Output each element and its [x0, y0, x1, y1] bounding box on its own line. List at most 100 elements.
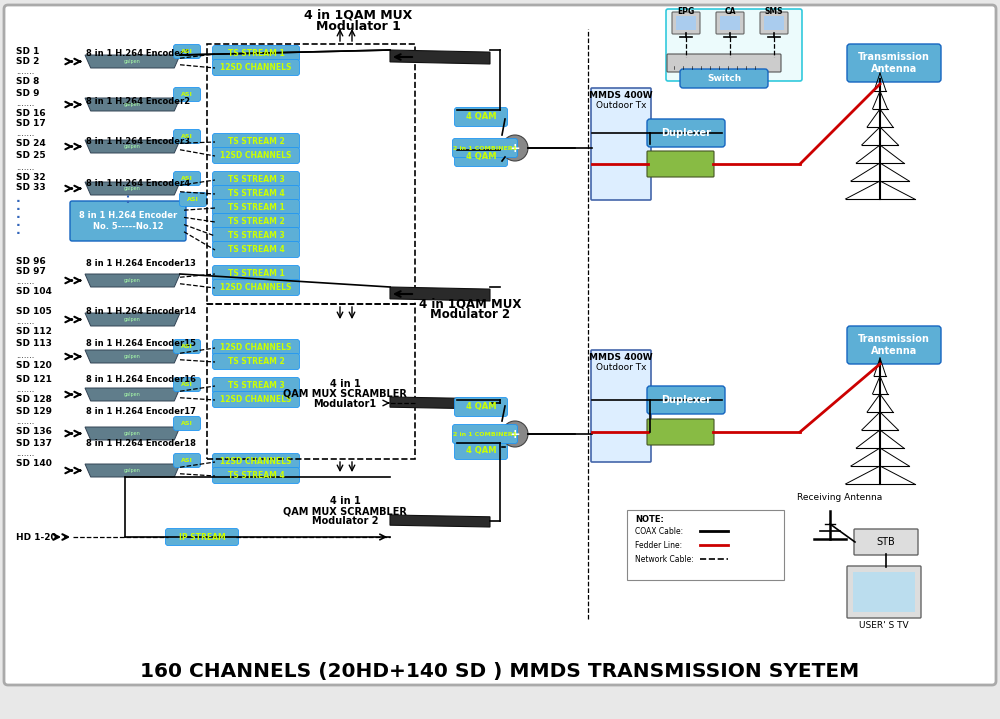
FancyBboxPatch shape — [212, 186, 300, 201]
Polygon shape — [85, 427, 180, 440]
Text: SD 8: SD 8 — [16, 78, 39, 86]
FancyBboxPatch shape — [212, 377, 300, 393]
Text: +: + — [510, 428, 520, 441]
Text: Modulator 2: Modulator 2 — [430, 308, 510, 321]
FancyBboxPatch shape — [212, 454, 300, 470]
Text: Fedder Line:: Fedder Line: — [635, 541, 682, 549]
Text: .......: ....... — [16, 99, 34, 108]
FancyBboxPatch shape — [212, 265, 300, 282]
FancyBboxPatch shape — [212, 339, 300, 355]
Text: TS STREAM 2: TS STREAM 2 — [228, 217, 284, 226]
Text: .: . — [16, 201, 21, 214]
Bar — [207, 304, 415, 459]
FancyBboxPatch shape — [676, 16, 696, 30]
FancyBboxPatch shape — [680, 69, 768, 88]
Text: .......: ....... — [16, 277, 34, 285]
Text: Modulator 2: Modulator 2 — [312, 516, 378, 526]
Text: 12SD CHANNELS: 12SD CHANNELS — [220, 63, 292, 72]
Polygon shape — [390, 397, 490, 409]
Text: Receiving Antenna: Receiving Antenna — [797, 493, 883, 501]
Text: Transmission
Antenna: Transmission Antenna — [858, 334, 930, 356]
FancyBboxPatch shape — [720, 16, 740, 30]
Text: SD 113: SD 113 — [16, 339, 52, 349]
Text: Modulator1: Modulator1 — [313, 399, 377, 409]
Bar — [207, 44, 415, 304]
Text: 4 in 1QAM MUX: 4 in 1QAM MUX — [419, 298, 521, 311]
Text: .......: ....... — [16, 449, 34, 459]
FancyBboxPatch shape — [174, 377, 200, 392]
Polygon shape — [85, 388, 180, 401]
Polygon shape — [85, 313, 180, 326]
Text: COAX Cable:: COAX Cable: — [635, 526, 683, 536]
FancyBboxPatch shape — [212, 354, 300, 370]
Text: 8 in 1 H.264 Encoder
No. 5-----No.12: 8 in 1 H.264 Encoder No. 5-----No.12 — [79, 211, 177, 231]
Text: HD 1-20: HD 1-20 — [16, 533, 57, 541]
Text: 8 in 1 H.264 Encoder2: 8 in 1 H.264 Encoder2 — [86, 96, 190, 106]
Text: TS STREAM 3: TS STREAM 3 — [228, 175, 284, 184]
FancyBboxPatch shape — [174, 416, 200, 431]
FancyBboxPatch shape — [847, 44, 941, 82]
FancyBboxPatch shape — [212, 60, 300, 75]
Text: .......: ....... — [16, 129, 34, 139]
Text: Modulator 1: Modulator 1 — [316, 19, 400, 32]
Text: EPG: EPG — [677, 6, 695, 16]
FancyBboxPatch shape — [212, 467, 300, 483]
Polygon shape — [85, 140, 180, 153]
Text: 8 in 1 H.264 Encoder3: 8 in 1 H.264 Encoder3 — [86, 137, 190, 147]
FancyBboxPatch shape — [454, 398, 508, 416]
FancyBboxPatch shape — [174, 88, 200, 101]
Text: SD 1: SD 1 — [16, 47, 39, 57]
Text: SD 112: SD 112 — [16, 326, 52, 336]
Polygon shape — [85, 98, 180, 111]
Text: galpen: galpen — [124, 59, 141, 64]
FancyBboxPatch shape — [4, 5, 996, 685]
Text: IP STREAM: IP STREAM — [179, 533, 225, 541]
Text: galpen: galpen — [124, 144, 141, 149]
FancyBboxPatch shape — [760, 12, 788, 34]
Text: SD 25: SD 25 — [16, 150, 46, 160]
FancyBboxPatch shape — [647, 386, 725, 414]
Text: 160 CHANNELS (20HD+140 SD ) MMDS TRANSMISSION SYETEM: 160 CHANNELS (20HD+140 SD ) MMDS TRANSMI… — [140, 661, 860, 680]
FancyBboxPatch shape — [174, 339, 200, 354]
Text: 12SD CHANNELS: 12SD CHANNELS — [220, 395, 292, 404]
FancyBboxPatch shape — [212, 214, 300, 229]
Text: SD 104: SD 104 — [16, 286, 52, 296]
Text: 12SD CHANNELS: 12SD CHANNELS — [220, 151, 292, 160]
Text: galpen: galpen — [124, 354, 141, 359]
Text: .......: ....... — [16, 385, 34, 393]
Polygon shape — [85, 182, 180, 195]
Text: SD 97: SD 97 — [16, 267, 46, 275]
Text: SD 24: SD 24 — [16, 139, 46, 149]
Text: .: . — [16, 216, 21, 229]
Text: ASI: ASI — [181, 382, 193, 387]
Circle shape — [502, 421, 528, 447]
FancyBboxPatch shape — [454, 147, 508, 167]
FancyBboxPatch shape — [212, 227, 300, 244]
Text: ASI: ASI — [181, 49, 193, 54]
Text: .......: ....... — [16, 350, 34, 360]
FancyBboxPatch shape — [716, 12, 744, 34]
Text: 12SD CHANNELS: 12SD CHANNELS — [220, 457, 292, 466]
Text: .......: ....... — [16, 316, 34, 326]
FancyBboxPatch shape — [667, 54, 781, 72]
Text: 4 in 1QAM MUX: 4 in 1QAM MUX — [304, 9, 412, 22]
FancyBboxPatch shape — [212, 199, 300, 216]
Text: 4 QAM: 4 QAM — [466, 152, 496, 162]
Polygon shape — [85, 350, 180, 363]
Text: Duplexer: Duplexer — [661, 395, 711, 405]
Polygon shape — [85, 274, 180, 287]
FancyBboxPatch shape — [591, 350, 651, 462]
FancyBboxPatch shape — [591, 88, 651, 200]
Text: galpen: galpen — [124, 392, 141, 397]
Text: NOTE:: NOTE: — [635, 515, 664, 523]
Text: galpen: galpen — [124, 102, 141, 107]
Text: SD 121: SD 121 — [16, 375, 52, 383]
FancyBboxPatch shape — [672, 12, 700, 34]
Text: 8 in 1 H.264 Encoder17: 8 in 1 H.264 Encoder17 — [86, 406, 196, 416]
Polygon shape — [390, 287, 490, 301]
Text: Duplexer: Duplexer — [661, 128, 711, 138]
Circle shape — [502, 135, 528, 161]
FancyBboxPatch shape — [212, 280, 300, 296]
Text: TS STREAM 1: TS STREAM 1 — [228, 49, 284, 58]
Text: QAM MUX SCRAMBLER: QAM MUX SCRAMBLER — [283, 506, 407, 516]
